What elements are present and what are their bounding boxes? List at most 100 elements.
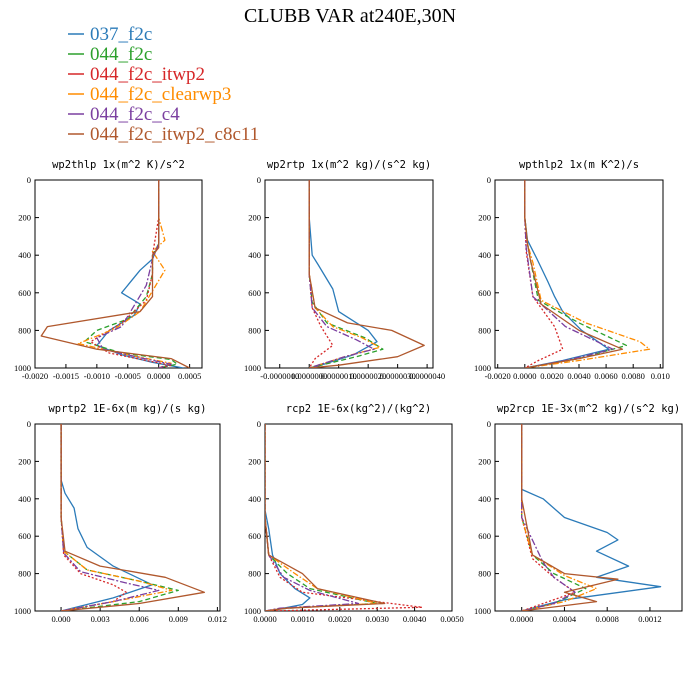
panel-2: wp2rtp 1x(m^2 kg)/(s^2 kg) 0 200 400 600 800 1…	[244, 159, 445, 381]
y-tick-label: 800	[478, 569, 491, 579]
plot-frame	[264, 179, 434, 369]
series-line-6	[521, 424, 619, 611]
legend-label: 037_f2c	[90, 24, 152, 45]
figure-title: CLUBB VAR at240E,30N	[244, 5, 456, 27]
legend-label: 044_f2c_itwp2	[90, 64, 205, 85]
plot-frame	[494, 423, 683, 612]
series-line-5	[60, 424, 160, 611]
x-tick-label: 0.0040	[567, 371, 590, 381]
y-tick-label: 200	[478, 213, 491, 223]
x-tick-label: 0.0000020	[350, 371, 386, 381]
series-line-2	[83, 180, 178, 368]
panel-4: wprtp2 1E-6x(m kg)/(s kg) 0 200 400 600 800 10…	[14, 403, 227, 624]
series-line-2	[60, 424, 179, 611]
series-line-3	[524, 180, 564, 368]
series-line-3	[60, 424, 127, 611]
panel-title: wp2thlp 1x(m^2 K)/s^2	[52, 159, 185, 171]
y-tick-label: 600	[478, 531, 491, 541]
y-tick-label: 400	[478, 494, 491, 504]
series-line-4	[60, 424, 173, 611]
y-tick-label: 200	[248, 213, 261, 223]
plot-frame	[494, 179, 664, 369]
series-line-1	[308, 180, 378, 368]
panels-container: wp2thlp 1x(m^2 K)/s^202004006008001000-0…	[14, 159, 683, 624]
series-line-3	[265, 424, 423, 611]
x-tick-label: 0.0030	[366, 614, 389, 624]
x-tick-label: 0.0012	[638, 614, 661, 624]
x-tick-label: 0.0010	[291, 614, 314, 624]
panel-3: wpthlp2 1x(m K^2)/s 0 200 400 600 800 1000-0.0…	[474, 159, 670, 381]
y-tick-label: 1000	[14, 363, 31, 373]
series-line-2	[524, 180, 628, 368]
panel-title: wp2rcp 1E-3x(m^2 kg)/(s^2 kg)	[497, 403, 680, 415]
x-tick-label: -0.0000010	[260, 371, 299, 381]
legend-entry: 044_f2c_itwp2_c8c11	[68, 124, 259, 145]
series-line-1	[265, 424, 311, 611]
panel-title: wp2rtp 1x(m^2 kg)/(s^2 kg)	[267, 159, 431, 171]
x-tick-label: -0.0010	[84, 371, 110, 381]
x-tick-label: 0.0008	[596, 614, 619, 624]
y-tick-label: 600	[18, 288, 31, 298]
legend-entry: 044_f2c	[68, 44, 152, 65]
x-tick-label: 0.0000	[510, 614, 533, 624]
y-tick-label: 1000	[474, 606, 491, 616]
x-tick-label: 0.0000	[253, 614, 276, 624]
y-tick-label: 1000	[474, 363, 491, 373]
y-tick-label: 400	[18, 250, 31, 260]
series-line-5	[96, 180, 172, 368]
x-tick-label: -0.0020	[485, 371, 511, 381]
y-tick-label: 200	[18, 456, 31, 466]
series-line-1	[60, 424, 153, 611]
y-tick-label: 600	[248, 288, 261, 298]
legend-entry: 044_f2c_clearwp3	[68, 84, 231, 105]
y-tick-label: 1000	[14, 606, 31, 616]
y-tick-label: 1000	[244, 606, 261, 616]
x-tick-label: 0.003	[91, 614, 110, 624]
series-line-2	[308, 180, 384, 368]
y-tick-label: 800	[248, 569, 261, 579]
y-tick-label: 0	[487, 175, 491, 185]
plot-frame	[34, 179, 203, 369]
series-line-2	[265, 424, 378, 611]
panel-1: wp2thlp 1x(m^2 K)/s^202004006008001000-0…	[14, 159, 203, 381]
series-line-4	[77, 180, 172, 368]
y-tick-label: 600	[18, 531, 31, 541]
panel-title: wprtp2 1E-6x(m kg)/(s kg)	[48, 403, 206, 415]
x-tick-label: 0.0000	[513, 371, 536, 381]
series-line-2	[521, 424, 587, 611]
x-tick-label: 0.0000	[147, 371, 170, 381]
y-tick-label: 600	[248, 531, 261, 541]
y-tick-label: 400	[18, 494, 31, 504]
legend-label: 044_f2c_c4	[90, 104, 180, 125]
plot-frame	[34, 423, 221, 612]
legend-entry: 044_f2c_c4	[68, 104, 180, 125]
x-tick-label: 0.0000040	[409, 371, 445, 381]
y-tick-label: 0	[487, 419, 491, 429]
y-tick-label: 800	[248, 325, 261, 335]
series-line-6	[40, 180, 190, 368]
y-tick-label: 200	[248, 456, 261, 466]
panel-5: rcp2 1E-6x(kg^2)/(kg^2) 0 200 400 600 800 1000…	[244, 403, 464, 624]
x-tick-label: 0.006	[130, 614, 149, 624]
legend-entry: 044_f2c_itwp2	[68, 64, 205, 85]
y-tick-label: 400	[248, 494, 261, 504]
series-line-1	[521, 424, 662, 611]
series-line-4	[521, 424, 598, 611]
legend-label: 044_f2c_clearwp3	[90, 84, 231, 105]
panel-6: wp2rcp 1E-3x(m^2 kg)/(s^2 kg) 0 200 400 600 8…	[474, 403, 683, 624]
y-tick-label: 400	[478, 250, 491, 260]
x-tick-label: 0.009	[169, 614, 188, 624]
x-tick-label: 0.0080	[622, 371, 645, 381]
y-tick-label: 0	[27, 175, 31, 185]
x-tick-label: 0.0060	[594, 371, 617, 381]
x-tick-label: 0.012	[208, 614, 227, 624]
y-tick-label: 800	[18, 325, 31, 335]
legend-entry: 037_f2c	[68, 24, 152, 45]
series-line-3	[521, 424, 576, 611]
y-tick-label: 0	[27, 419, 31, 429]
x-tick-label: 0.000	[51, 614, 70, 624]
y-tick-label: 400	[248, 250, 261, 260]
series-line-6	[265, 424, 386, 611]
y-tick-label: 600	[478, 288, 491, 298]
